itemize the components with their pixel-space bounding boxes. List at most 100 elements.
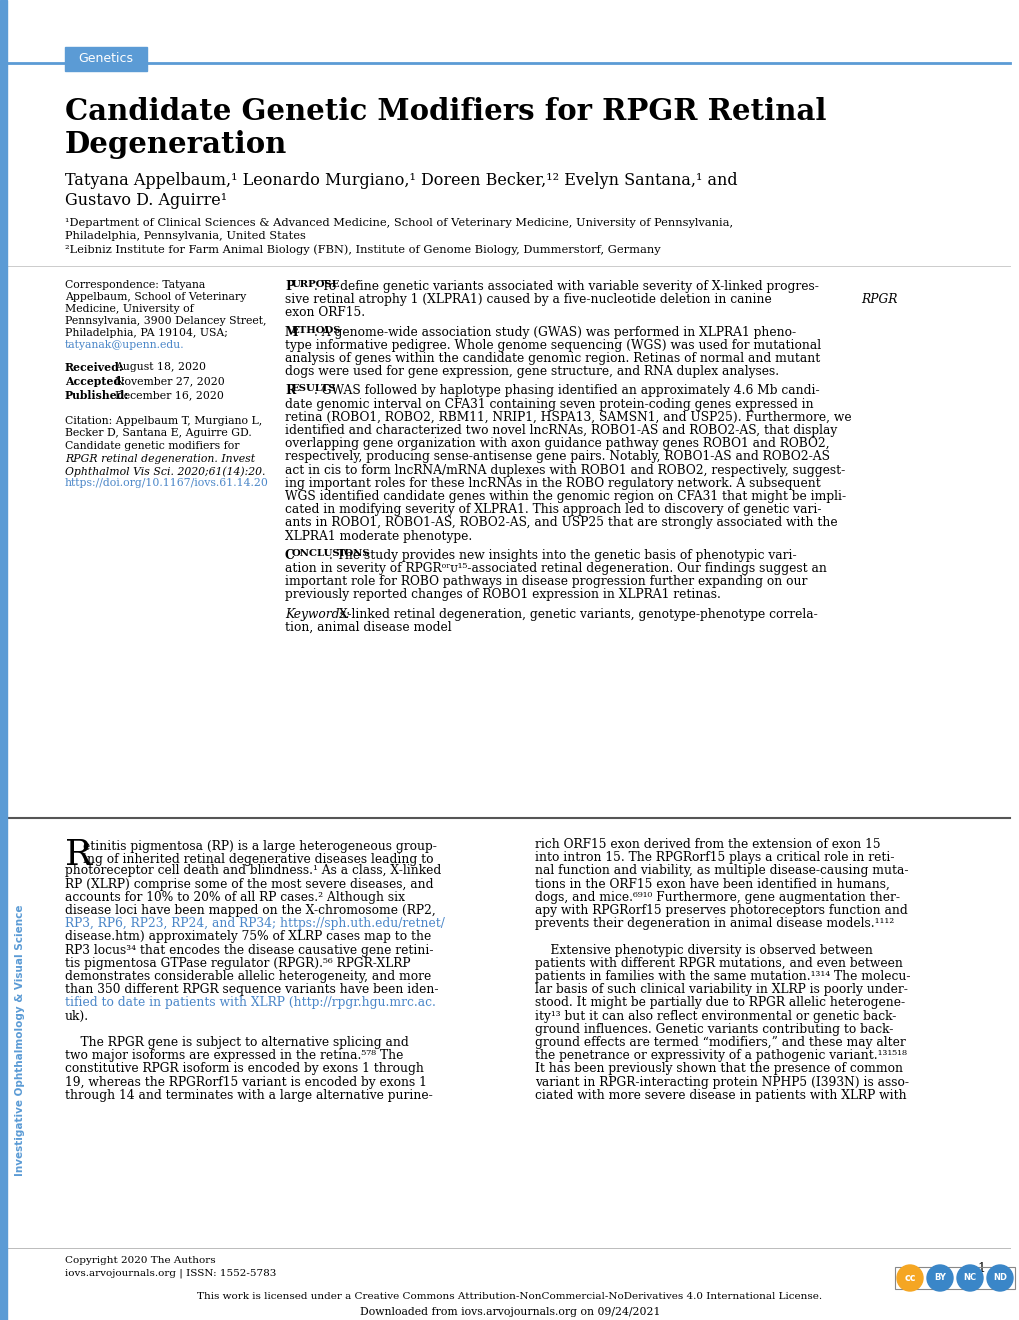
Text: NC: NC <box>963 1274 975 1283</box>
Text: ing important roles for these lncRNAs in the ROBO regulatory network. A subseque: ing important roles for these lncRNAs in… <box>284 477 820 490</box>
Text: dogs, and mice.⁶⁹¹⁰ Furthermore, gene augmentation ther-: dogs, and mice.⁶⁹¹⁰ Furthermore, gene au… <box>535 891 899 904</box>
Text: tified to date in patients with XLRP (http://rpgr.hgu.mrc.ac.: tified to date in patients with XLRP (ht… <box>65 997 435 1010</box>
Text: C: C <box>284 549 294 562</box>
Text: two major isoforms are expressed in the retina.⁵⁷⁸ The: two major isoforms are expressed in the … <box>65 1049 403 1063</box>
Bar <box>0 0 7 1320</box>
Text: This work is licensed under a Creative Commons Attribution-NonCommercial-NoDeriv: This work is licensed under a Creative C… <box>198 1292 821 1302</box>
Text: date genomic interval on CFA31 containing seven protein-coding genes expressed i: date genomic interval on CFA31 containin… <box>284 397 813 411</box>
Text: than 350 different RPGR sequence variants have been iden-: than 350 different RPGR sequence variant… <box>65 983 438 997</box>
Text: . The study provides new insights into the genetic basis of phenotypic vari-: . The study provides new insights into t… <box>329 549 796 562</box>
Text: XLPRA1 moderate phenotype.: XLPRA1 moderate phenotype. <box>284 529 472 543</box>
Text: Copyright 2020 The Authors: Copyright 2020 The Authors <box>65 1257 215 1265</box>
Text: August 18, 2020: August 18, 2020 <box>115 362 206 372</box>
Text: R: R <box>284 384 294 397</box>
Circle shape <box>986 1265 1012 1291</box>
Text: Medicine, University of: Medicine, University of <box>65 304 194 314</box>
Text: disease loci have been mapped on the X-chromosome (RP2,: disease loci have been mapped on the X-c… <box>65 904 435 917</box>
Text: type informative pedigree. Whole genome sequencing (WGS) was used for mutational: type informative pedigree. Whole genome … <box>284 339 820 352</box>
Text: rich ORF15 exon derived from the extension of exon 15: rich ORF15 exon derived from the extensi… <box>535 838 879 851</box>
Text: ESULTS: ESULTS <box>291 384 335 393</box>
Text: Published:: Published: <box>65 389 129 401</box>
Text: uk).: uk). <box>65 1010 89 1023</box>
Text: Extensive phenotypic diversity is observed between: Extensive phenotypic diversity is observ… <box>535 944 872 957</box>
Text: RPGR retinal degeneration. Invest: RPGR retinal degeneration. Invest <box>65 454 255 463</box>
Text: Philadelphia, Pennsylvania, United States: Philadelphia, Pennsylvania, United State… <box>65 231 306 242</box>
Bar <box>65 48 147 71</box>
Text: lar basis of such clinical variability in XLRP is poorly under-: lar basis of such clinical variability i… <box>535 983 907 997</box>
Text: . A genome-wide association study (GWAS) was performed in XLPRA1 pheno-: . A genome-wide association study (GWAS)… <box>314 326 796 339</box>
Text: Appelbaum, School of Veterinary: Appelbaum, School of Veterinary <box>65 292 246 302</box>
Text: etinitis pigmentosa (RP) is a large heterogeneous group-: etinitis pigmentosa (RP) is a large hete… <box>83 840 436 853</box>
Text: Citation: Appelbaum T, Murgiano L,: Citation: Appelbaum T, Murgiano L, <box>65 416 262 426</box>
Text: Becker D, Santana E, Aguirre GD.: Becker D, Santana E, Aguirre GD. <box>65 429 252 438</box>
Text: important role for ROBO pathways in disease progression further expanding on our: important role for ROBO pathways in dise… <box>284 576 807 589</box>
Text: ETHODS: ETHODS <box>291 326 340 334</box>
Text: R: R <box>65 838 92 873</box>
Text: Candidate Genetic Modifiers for RPGR Retinal: Candidate Genetic Modifiers for RPGR Ret… <box>65 96 825 125</box>
Text: respectively, producing sense-antisense gene pairs. Notably, ROBO1-AS and ROBO2-: respectively, producing sense-antisense … <box>284 450 829 463</box>
Text: retina (ROBO1, ROBO2, RBM11, NRIP1, HSPA13, SAMSN1, and USP25). Furthermore, we: retina (ROBO1, ROBO2, RBM11, NRIP1, HSPA… <box>284 411 851 424</box>
Text: the penetrance or expressivity of a pathogenic variant.¹³¹⁵¹⁸: the penetrance or expressivity of a path… <box>535 1049 906 1063</box>
Text: Degeneration: Degeneration <box>65 129 287 158</box>
Text: tions in the ORF15 exon have been identified in humans,: tions in the ORF15 exon have been identi… <box>535 878 889 891</box>
Text: sive retinal atrophy 1 (XLPRA1) caused by a five-nucleotide deletion in canine: sive retinal atrophy 1 (XLPRA1) caused b… <box>284 293 774 306</box>
Text: RP (XLRP) comprise some of the most severe diseases, and: RP (XLRP) comprise some of the most seve… <box>65 878 433 891</box>
Text: . To define genetic variants associated with variable severity of X-linked progr: . To define genetic variants associated … <box>314 280 818 293</box>
Text: apy with RPGRorf15 preserves photoreceptors function and: apy with RPGRorf15 preserves photorecept… <box>535 904 907 917</box>
Text: ants in ROBO1, ROBO1-AS, ROBO2-AS, and USP25 that are strongly associated with t: ants in ROBO1, ROBO1-AS, ROBO2-AS, and U… <box>284 516 837 529</box>
Text: WGS identified candidate genes within the genomic region on CFA31 that might be : WGS identified candidate genes within th… <box>284 490 846 503</box>
Text: URPOSE: URPOSE <box>291 280 339 289</box>
Text: ¹Department of Clinical Sciences & Advanced Medicine, School of Veterinary Medic: ¹Department of Clinical Sciences & Advan… <box>65 218 733 228</box>
Text: BY: BY <box>933 1274 945 1283</box>
Text: P: P <box>284 280 293 293</box>
Text: identified and characterized two novel lncRNAs, ROBO1-AS and ROBO2-AS, that disp: identified and characterized two novel l… <box>284 424 837 437</box>
Text: RPGR: RPGR <box>860 293 897 306</box>
Text: into intron 15. The RPGRorf15 plays a critical role in reti-: into intron 15. The RPGRorf15 plays a cr… <box>535 851 894 865</box>
Text: Gustavo D. Aguirre¹: Gustavo D. Aguirre¹ <box>65 191 227 209</box>
Text: tatyanak@upenn.edu.: tatyanak@upenn.edu. <box>65 341 184 350</box>
Text: cc: cc <box>904 1272 915 1283</box>
Text: ND: ND <box>993 1274 1006 1283</box>
Circle shape <box>896 1265 922 1291</box>
Text: stood. It might be partially due to RPGR allelic heterogene-: stood. It might be partially due to RPGR… <box>535 997 904 1010</box>
Text: disease.htm) approximately 75% of XLRP cases map to the: disease.htm) approximately 75% of XLRP c… <box>65 931 431 944</box>
Text: patients in families with the same mutation.¹³¹⁴ The molecu-: patients in families with the same mutat… <box>535 970 910 983</box>
Text: Philadelphia, PA 19104, USA;: Philadelphia, PA 19104, USA; <box>65 327 227 338</box>
Text: ing of inherited retinal degenerative diseases leading to: ing of inherited retinal degenerative di… <box>83 853 433 866</box>
Text: Correspondence: Tatyana: Correspondence: Tatyana <box>65 280 205 290</box>
Text: Candidate genetic modifiers for: Candidate genetic modifiers for <box>65 441 239 451</box>
Text: patients with different RPGR mutations, and even between: patients with different RPGR mutations, … <box>535 957 902 970</box>
Text: demonstrates considerable allelic heterogeneity, and more: demonstrates considerable allelic hetero… <box>65 970 431 983</box>
Text: . GWAS followed by haplotype phasing identified an approximately 4.6 Mb candi-: . GWAS followed by haplotype phasing ide… <box>314 384 819 397</box>
Text: cated in modifying severity of XLPRA1. This approach led to discovery of genetic: cated in modifying severity of XLPRA1. T… <box>284 503 820 516</box>
Text: Investigative Ophthalmology & Visual Science: Investigative Ophthalmology & Visual Sci… <box>15 904 25 1176</box>
Text: iovs.arvojournals.org | ISSN: 1552-5783: iovs.arvojournals.org | ISSN: 1552-5783 <box>65 1269 276 1279</box>
Text: https://doi.org/10.1167/iovs.61.14.20: https://doi.org/10.1167/iovs.61.14.20 <box>65 479 269 488</box>
Text: 1: 1 <box>976 1262 984 1275</box>
Text: Downloaded from iovs.arvojournals.org on 09/24/2021: Downloaded from iovs.arvojournals.org on… <box>360 1307 659 1317</box>
Text: previously reported changes of ROBO1 expression in XLPRA1 retinas.: previously reported changes of ROBO1 exp… <box>284 589 720 602</box>
Text: ground effects are termed “modifiers,” and these may alter: ground effects are termed “modifiers,” a… <box>535 1036 905 1049</box>
Text: December 16, 2020: December 16, 2020 <box>115 389 223 400</box>
Text: It has been previously shown that the presence of common: It has been previously shown that the pr… <box>535 1063 902 1076</box>
Text: ciated with more severe disease in patients with XLRP with: ciated with more severe disease in patie… <box>535 1089 906 1102</box>
Text: Genetics: Genetics <box>78 53 133 66</box>
Circle shape <box>926 1265 952 1291</box>
Text: constitutive RPGR isoform is encoded by exons 1 through: constitutive RPGR isoform is encoded by … <box>65 1063 424 1076</box>
Text: November 27, 2020: November 27, 2020 <box>115 376 224 385</box>
Text: ation in severity of RPGRᵒʳᴜ¹⁵-associated retinal degeneration. Our findings sug: ation in severity of RPGRᵒʳᴜ¹⁵-associate… <box>284 562 826 576</box>
Text: Pennsylvania, 3900 Delancey Street,: Pennsylvania, 3900 Delancey Street, <box>65 315 266 326</box>
Text: tion, animal disease model: tion, animal disease model <box>284 620 451 634</box>
Text: Ophthalmol Vis Sci. 2020;61(14):20.: Ophthalmol Vis Sci. 2020;61(14):20. <box>65 466 265 477</box>
Text: analysis of genes within the candidate genomic region. Retinas of normal and mut: analysis of genes within the candidate g… <box>284 352 819 366</box>
Text: photoreceptor cell death and blindness.¹ As a class, X-linked: photoreceptor cell death and blindness.¹… <box>65 865 441 878</box>
Text: ²Leibniz Institute for Farm Animal Biology (FBN), Institute of Genome Biology, D: ²Leibniz Institute for Farm Animal Biolo… <box>65 244 660 255</box>
Text: ground influences. Genetic variants contributing to back-: ground influences. Genetic variants cont… <box>535 1023 893 1036</box>
Text: X-linked retinal degeneration, genetic variants, genotype-phenotype correla-: X-linked retinal degeneration, genetic v… <box>338 607 817 620</box>
Text: accounts for 10% to 20% of all RP cases.² Although six: accounts for 10% to 20% of all RP cases.… <box>65 891 405 904</box>
Text: dogs were used for gene expression, gene structure, and RNA duplex analyses.: dogs were used for gene expression, gene… <box>284 366 779 379</box>
Circle shape <box>956 1265 982 1291</box>
Text: act in cis to form lncRNA/mRNA duplexes with ROBO1 and ROBO2, respectively, sugg: act in cis to form lncRNA/mRNA duplexes … <box>284 463 845 477</box>
Text: variant in RPGR-interacting protein NPHP5 (I393N) is asso-: variant in RPGR-interacting protein NPHP… <box>535 1076 908 1089</box>
Text: through 14 and terminates with a large alternative purine-: through 14 and terminates with a large a… <box>65 1089 432 1102</box>
